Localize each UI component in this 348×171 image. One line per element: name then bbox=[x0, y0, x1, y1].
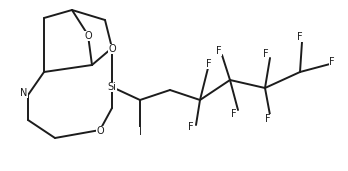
Text: F: F bbox=[297, 32, 303, 42]
Text: O: O bbox=[84, 31, 92, 41]
Text: F: F bbox=[263, 49, 269, 59]
Text: Si: Si bbox=[108, 82, 117, 92]
Text: N: N bbox=[20, 88, 28, 98]
Text: O: O bbox=[108, 44, 116, 54]
Text: F: F bbox=[188, 122, 194, 132]
Text: I: I bbox=[139, 127, 141, 137]
Text: O: O bbox=[96, 126, 104, 136]
Text: F: F bbox=[231, 109, 237, 119]
Text: F: F bbox=[216, 46, 222, 56]
Text: F: F bbox=[329, 57, 335, 67]
Text: F: F bbox=[206, 59, 212, 69]
Text: F: F bbox=[265, 114, 271, 124]
